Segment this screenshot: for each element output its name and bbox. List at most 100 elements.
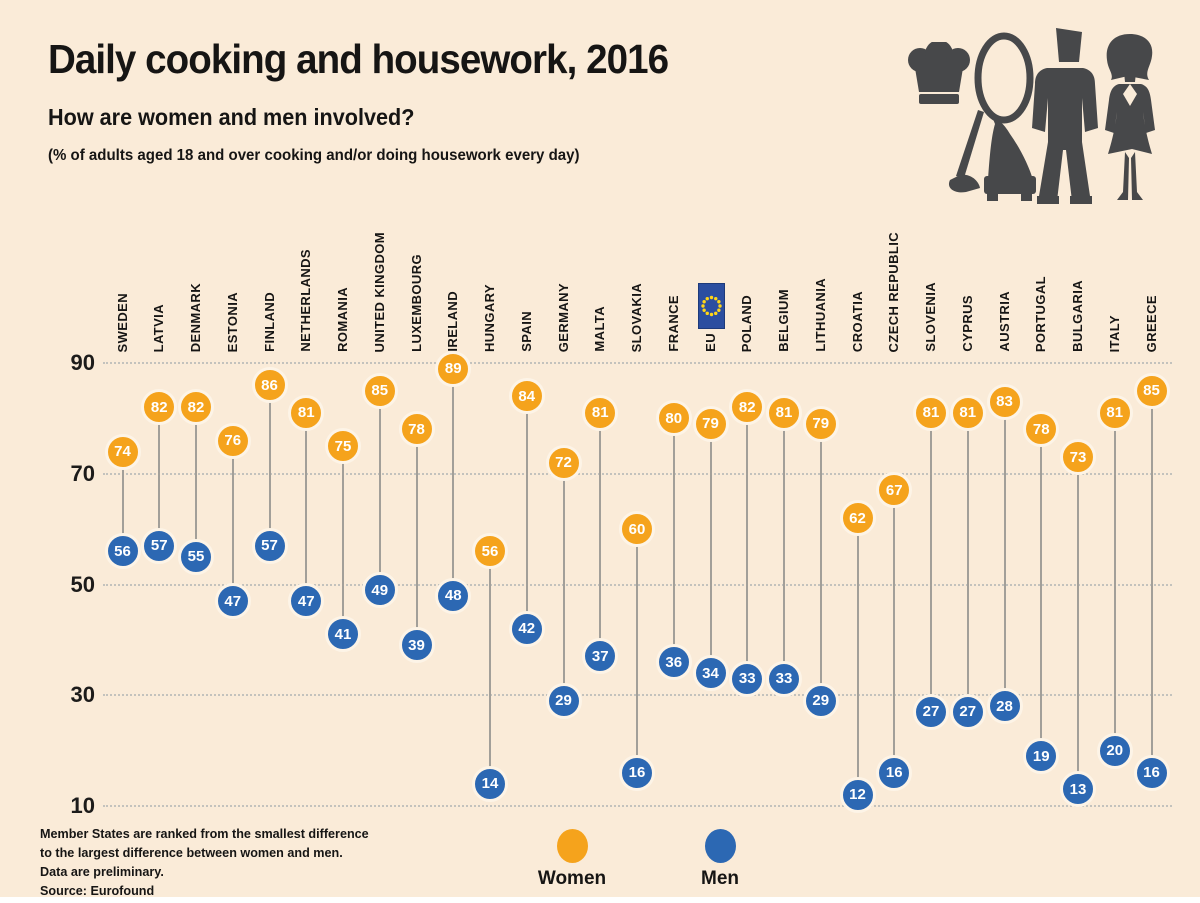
men-dot: 56 (104, 533, 141, 570)
chef-hat-icon (906, 42, 972, 106)
women-dot: 81 (288, 394, 325, 431)
vacuum-cleaner-icon (948, 28, 1040, 206)
country-label: NETHERLANDS (298, 249, 314, 352)
country-label: UNITED KINGDOM (371, 231, 387, 352)
men-dot: 49 (361, 572, 398, 609)
connector-line (268, 385, 271, 546)
country-label: SWEDEN (114, 292, 130, 352)
women-dot: 72 (545, 444, 582, 481)
women-dot: 62 (839, 500, 876, 537)
men-dot: 33 (766, 660, 802, 697)
women-dot: 79 (692, 405, 729, 442)
country-label: AUSTRIA (996, 291, 1012, 352)
country-label: BELGIUM (776, 289, 791, 352)
country-label: ROMANIA (335, 287, 350, 352)
country-label: CYPRUS (959, 295, 975, 352)
gridline (103, 362, 1172, 364)
y-axis-tick-label: 70 (70, 460, 95, 486)
men-dot: 28 (986, 688, 1023, 725)
men-dot: 27 (913, 693, 949, 730)
country-label: DENMARK (188, 282, 203, 352)
country-label: GREECE (1143, 294, 1159, 352)
country-label: FRANCE (665, 295, 681, 352)
connector-line (489, 551, 491, 784)
connector-line (378, 390, 381, 591)
women-dot: 82 (729, 389, 766, 426)
men-dot: 19 (1023, 738, 1060, 775)
connector-line (709, 423, 712, 674)
country-label: EU (702, 333, 718, 352)
legend-men-swatch (705, 829, 736, 863)
men-dot: 20 (1096, 732, 1133, 769)
country-label: HUNGARY (482, 283, 497, 352)
country-label: POLAND (739, 294, 755, 352)
men-dot: 47 (288, 583, 325, 620)
men-dot: 27 (949, 693, 986, 730)
connector-line (342, 446, 344, 635)
women-dot: 89 (435, 350, 472, 387)
women-dot: 81 (766, 394, 802, 431)
men-dot: 34 (692, 655, 729, 692)
legend-women-label: Women (537, 868, 607, 889)
page-subtitle: How are women and men involved? (48, 104, 415, 130)
eu-flag-icon (697, 283, 725, 334)
men-dot: 48 (435, 577, 472, 614)
women-dot: 78 (398, 411, 435, 448)
men-dot: 57 (141, 527, 178, 564)
women-dot: 67 (876, 472, 913, 509)
connector-line (746, 407, 749, 679)
connector-line (893, 490, 896, 773)
connector-line (305, 412, 308, 602)
footnote-line: Member States are ranked from the smalle… (40, 826, 369, 841)
connector-line (231, 440, 234, 602)
connector-line (1150, 390, 1153, 773)
women-dot: 85 (1133, 372, 1170, 409)
men-dot: 29 (545, 682, 582, 719)
connector-line (452, 368, 455, 596)
connector-line (1113, 412, 1116, 751)
connector-line (672, 418, 675, 663)
country-label: FINLAND (261, 292, 277, 352)
men-dot: 33 (729, 660, 766, 697)
page-title: Daily cooking and housework, 2016 (48, 36, 669, 82)
women-dot: 85 (361, 372, 398, 409)
women-dot: 78 (1023, 411, 1060, 448)
women-dot: 82 (178, 389, 214, 426)
men-dot: 39 (398, 627, 435, 664)
gridline (103, 472, 1172, 475)
men-dot: 16 (619, 754, 655, 791)
country-label: SLOVENIA (923, 282, 938, 352)
country-label: IRELAND (445, 291, 461, 352)
footnote: Member States are ranked from the smalle… (40, 824, 369, 900)
measure-note: (% of adults aged 18 and over cooking an… (48, 147, 580, 164)
men-dot: 14 (472, 765, 508, 802)
connector-line (562, 462, 565, 701)
men-dot: 47 (214, 583, 251, 620)
women-dot: 81 (582, 394, 619, 431)
women-dot: 80 (655, 400, 692, 437)
men-dot: 36 (655, 644, 692, 681)
connector-line (930, 412, 932, 712)
connector-line (1077, 457, 1079, 790)
women-dot: 76 (214, 422, 251, 459)
women-dot: 81 (1096, 394, 1133, 431)
men-dot: 12 (839, 776, 876, 813)
legend-men-label: Men (701, 868, 739, 889)
y-axis-tick-label: 90 (70, 350, 95, 375)
connector-line (525, 396, 528, 629)
connector-line (1040, 429, 1043, 757)
legend-women-swatch (557, 829, 588, 863)
connector-line (819, 423, 822, 701)
country-label: MALTA (592, 306, 608, 352)
men-dot: 55 (178, 538, 214, 575)
country-label: BULGARIA (1070, 280, 1085, 352)
y-axis-tick-label: 50 (70, 571, 95, 597)
connector-line (195, 407, 197, 557)
connector-line (1003, 401, 1006, 707)
men-dot: 57 (251, 527, 288, 564)
country-label: LATVIA (151, 303, 167, 352)
country-label: SLOVAKIA (629, 282, 644, 352)
women-dot: 56 (472, 533, 508, 570)
footnote-line: to the largest difference between women … (40, 845, 343, 860)
footnote-line: Data are preliminary. (40, 864, 164, 879)
